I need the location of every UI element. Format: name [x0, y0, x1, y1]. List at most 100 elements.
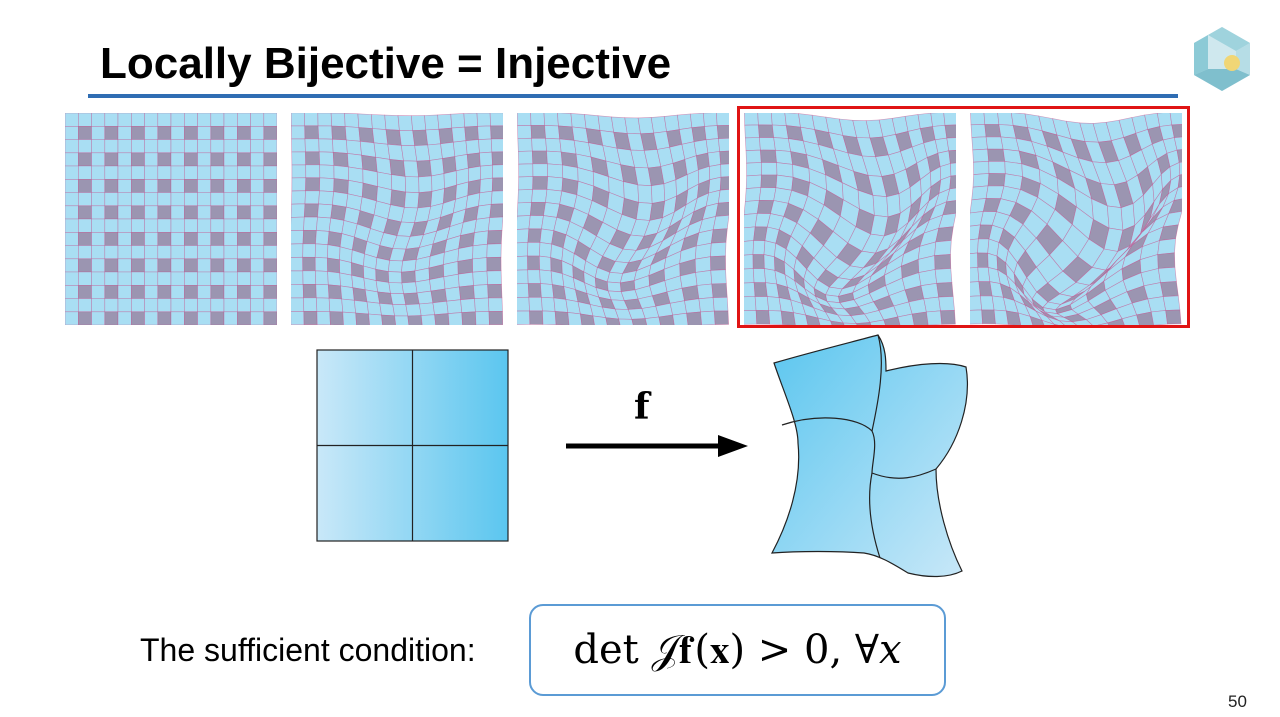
grid-cell [104, 205, 119, 220]
grid-cell [637, 184, 653, 204]
grid-cell [339, 259, 353, 276]
grid-cell [117, 152, 132, 167]
grid-cell [532, 163, 549, 177]
grid-cell [91, 126, 106, 140]
grid-cell [91, 152, 106, 167]
grid-cell [318, 151, 335, 166]
page-number: 50 [1228, 692, 1247, 711]
grid-cell [487, 216, 503, 232]
grid-cell [305, 151, 321, 166]
grid-cell [397, 115, 414, 131]
grid-cell [476, 203, 492, 220]
grid-cell [144, 258, 159, 273]
grid-cell [184, 165, 198, 180]
grid-cell [1041, 319, 1055, 325]
grid-cell [91, 139, 106, 154]
grid-cell [541, 296, 556, 312]
grid-cell [223, 165, 238, 180]
grid-cell [420, 314, 436, 325]
grid-cell [404, 176, 420, 194]
grid-cell [104, 152, 119, 167]
grid-cell [403, 292, 420, 305]
grid-cell [237, 165, 251, 180]
grid-cell [223, 298, 238, 313]
grid-cell [291, 270, 304, 285]
grid-cell [461, 311, 477, 325]
grid-cell [291, 190, 306, 205]
grid-cell [170, 311, 185, 325]
grid-cell [527, 255, 540, 271]
grid-cell [475, 311, 490, 325]
grid-cell [170, 205, 185, 220]
grid-cell [387, 143, 404, 162]
grid-cell [355, 312, 370, 325]
grid-cell [450, 113, 466, 129]
grid-cell [943, 113, 956, 126]
grid-cell [263, 298, 277, 313]
grid-cell [357, 113, 373, 129]
grid-cell [131, 165, 145, 180]
grid-cell [197, 165, 212, 180]
grid-cell [1097, 322, 1110, 325]
grid-cell [223, 311, 238, 325]
grid-cell [302, 270, 317, 285]
grid-cell [184, 205, 198, 220]
grid-cell [451, 126, 467, 143]
grid-cell [291, 216, 305, 231]
grid-cell [197, 126, 212, 140]
grid-cell [197, 179, 212, 193]
grid-cell [531, 188, 548, 203]
grid-cell [678, 127, 695, 145]
grid-cell [517, 215, 531, 230]
grid-cell [263, 152, 277, 167]
grid-cell [707, 151, 722, 167]
grid-cell [78, 311, 92, 325]
grid-cell [250, 298, 265, 313]
grid-cell [302, 243, 316, 258]
grid-cell [538, 242, 552, 258]
grid-cell [546, 150, 563, 166]
grid-cell [400, 145, 418, 162]
grid-cell [250, 218, 265, 233]
grid-cell [780, 310, 796, 325]
grid-cell [237, 271, 251, 286]
grid-cell [263, 258, 277, 273]
grid-cell [144, 165, 159, 180]
grid-cell [78, 245, 92, 260]
grid-cell [157, 192, 172, 207]
grid-cell [527, 283, 542, 298]
grid-cell [476, 113, 491, 127]
grid-cell [486, 243, 502, 258]
grid-cell [372, 128, 389, 145]
grid-cell [78, 165, 92, 180]
grid-cell [304, 190, 320, 205]
grid-cell [527, 269, 541, 284]
grid-cell [144, 205, 159, 220]
grid-cell [719, 150, 729, 165]
grid-cell [691, 126, 707, 143]
grid-cell [117, 179, 132, 193]
grid-cell [157, 298, 172, 313]
grid-cell [184, 152, 198, 167]
grid-cell [486, 270, 502, 285]
grid-cell [210, 218, 225, 233]
condition-label: The sufficient condition: [140, 632, 476, 668]
grid-cell [710, 241, 727, 258]
grid-cell [197, 245, 212, 260]
grid-cell [250, 152, 265, 167]
grid-cell [404, 191, 420, 209]
grid-cell [489, 113, 503, 127]
grid-cell [263, 245, 277, 260]
grid-cell [700, 310, 716, 325]
grid-cell [417, 191, 433, 209]
grid-cell [492, 164, 503, 179]
grid-cell [950, 162, 956, 177]
grid-cell [580, 313, 595, 325]
grid-cell [65, 298, 79, 313]
grid-cell [184, 298, 198, 313]
grid-cell [117, 245, 132, 260]
grid-cell [131, 258, 145, 273]
grid-cell [91, 271, 106, 286]
grid-cell [479, 177, 494, 194]
grid-cell [131, 218, 145, 233]
